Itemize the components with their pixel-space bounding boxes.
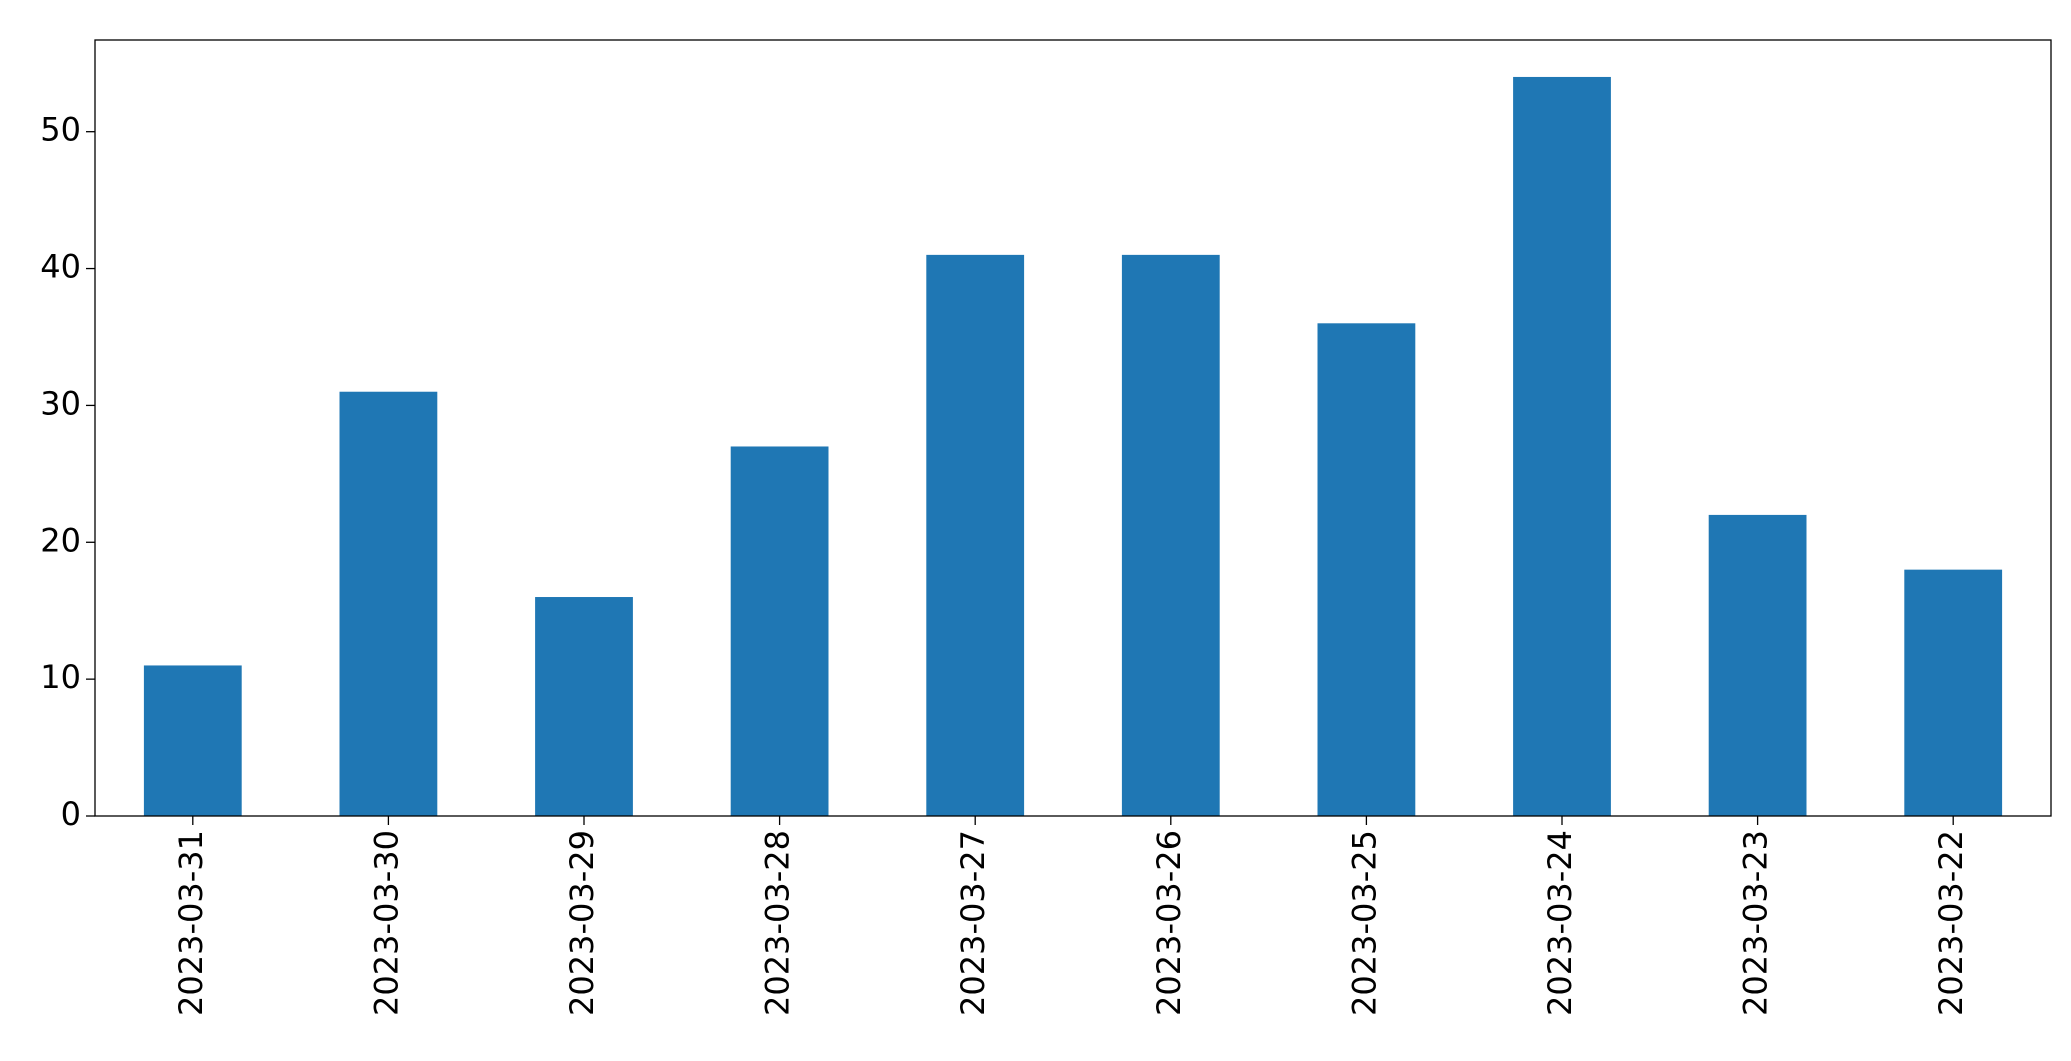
x-tick-label: 2023-03-30 [367,830,405,1016]
x-tick-label: 2023-03-29 [563,830,601,1016]
bar [1513,76,1611,816]
y-tick-label: 50 [40,111,81,149]
bar [1317,323,1416,816]
y-tick-label: 0 [61,795,81,833]
x-tick-label: 2023-03-27 [954,830,992,1016]
x-tick-label: 2023-03-23 [1737,830,1775,1016]
axes-frame [94,39,2052,817]
x-tick-label: 2023-03-31 [172,830,210,1016]
bar [1708,514,1807,816]
y-tick-label: 30 [40,384,81,422]
bar [1904,569,2003,816]
y-tick-label: 10 [40,658,81,696]
bar [535,597,633,816]
x-tick-label: 2023-03-24 [1541,830,1579,1016]
x-tick-label: 2023-03-22 [1932,830,1970,1016]
y-tick-label: 20 [40,521,81,559]
bar [730,446,829,816]
x-tick-label: 2023-03-25 [1345,830,1383,1016]
bar [339,391,438,816]
bar [926,254,1025,817]
x-tick-label: 2023-03-28 [759,830,797,1016]
y-tick-label: 40 [40,248,81,286]
x-tick-label: 2023-03-26 [1150,830,1188,1016]
bar [1121,254,1220,817]
bar [143,665,242,816]
